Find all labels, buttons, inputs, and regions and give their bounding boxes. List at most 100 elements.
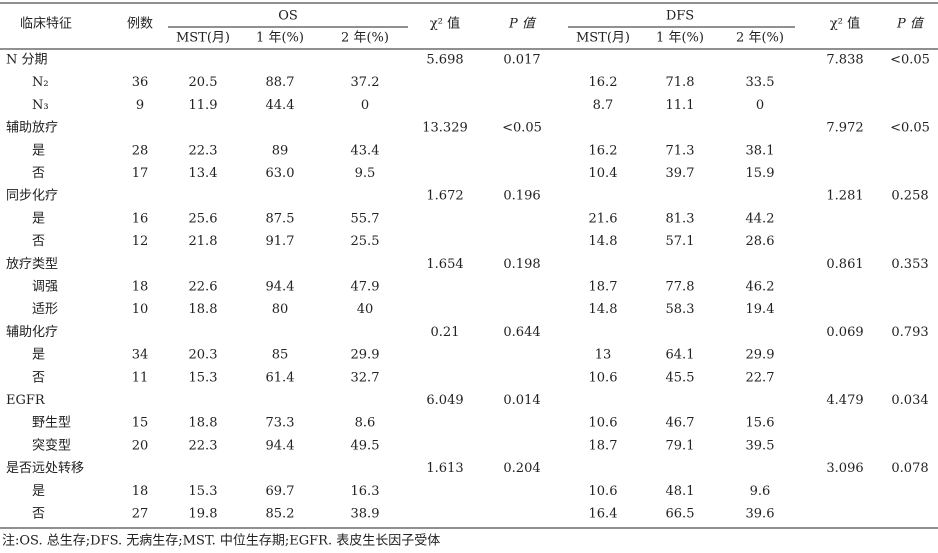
cell: 0.078 (891, 461, 928, 476)
cell: 39.6 (746, 507, 775, 522)
cell: 13.4 (189, 166, 218, 181)
row-label: 是 (32, 348, 45, 363)
cell: 44.4 (266, 98, 295, 113)
row-label: 调强 (32, 280, 58, 295)
cell: <0.05 (890, 121, 930, 136)
cell: 6.049 (426, 393, 463, 408)
cell: <0.05 (890, 53, 930, 68)
cell: 13 (595, 348, 612, 363)
cell: 1.613 (426, 461, 463, 476)
cell: 85.2 (266, 507, 295, 522)
cell: 7.838 (826, 53, 863, 68)
cell: 4.479 (826, 393, 863, 408)
cell: 0 (361, 98, 369, 113)
row-label: 否 (32, 234, 45, 249)
cell: 28 (132, 143, 149, 158)
row-label: 适形 (32, 302, 58, 317)
row-label: 野生型 (32, 416, 71, 431)
cell: 49.5 (351, 438, 380, 453)
cell: 5.698 (426, 53, 463, 68)
cell: 48.1 (666, 484, 695, 499)
cell: 27 (132, 507, 149, 522)
cell: 45.5 (666, 370, 695, 385)
cell: 17 (132, 166, 149, 181)
cell: 18 (132, 484, 149, 499)
cell: 25.5 (351, 234, 380, 249)
cell: 64.1 (666, 348, 695, 363)
cell: 71.3 (666, 143, 695, 158)
header-cell: DFS (666, 9, 694, 24)
cell: 18.8 (189, 416, 218, 431)
cell: 47.9 (351, 280, 380, 295)
cell: 0.258 (891, 189, 928, 204)
cell: 7.972 (826, 121, 863, 136)
cell: 8.7 (593, 98, 614, 113)
cell: 29.9 (746, 348, 775, 363)
cell: 1.281 (826, 189, 863, 204)
group-label: 放疗类型 (6, 257, 58, 272)
cell: 10.6 (589, 416, 618, 431)
cell: 21.6 (589, 211, 618, 226)
group-label: N 分期 (6, 53, 48, 68)
cell: 85 (272, 348, 289, 363)
cell: 28.6 (746, 234, 775, 249)
cell: 73.3 (266, 416, 295, 431)
cell: 91.7 (266, 234, 295, 249)
cell: 22.7 (746, 370, 775, 385)
header-cell: χ² 值 (830, 16, 860, 32)
row-label: 否 (32, 166, 45, 181)
cell: 19.4 (746, 302, 775, 317)
cell: 0.069 (826, 325, 863, 340)
cell: 16.3 (351, 484, 380, 499)
cell: 1.654 (426, 257, 463, 272)
header-cell: 临床特征 (20, 17, 72, 32)
cell: 9.6 (750, 484, 771, 499)
subheader-cell: 2 年(%) (341, 31, 389, 46)
footnote: 注:OS. 总生存;DFS. 无病生存;MST. 中位生存期;EGFR. 表皮生… (2, 534, 440, 549)
row-label: N₂ (32, 75, 49, 90)
cell: 55.7 (351, 211, 380, 226)
cell: 18.7 (589, 438, 618, 453)
header-cell: P 值 (896, 17, 925, 32)
cell: 89 (272, 143, 289, 158)
group-label: 辅助放疗 (6, 121, 58, 136)
header-cell: χ² 值 (430, 16, 460, 32)
subheader-cell: 1 年(%) (656, 31, 704, 46)
cell: 38.9 (351, 507, 380, 522)
cell: 80 (272, 302, 289, 317)
cell: 10.4 (589, 166, 618, 181)
cell: 38.1 (746, 143, 775, 158)
cell: 77.8 (666, 280, 695, 295)
cell: 16 (132, 211, 149, 226)
cell: 14.8 (589, 302, 618, 317)
row-label: 是 (32, 484, 45, 499)
row-label: 否 (32, 370, 45, 385)
cell: 13.329 (422, 121, 468, 136)
subheader-cell: 1 年(%) (256, 31, 304, 46)
cell: 18 (132, 280, 149, 295)
cell: 36 (132, 75, 149, 90)
cell: 39.7 (666, 166, 695, 181)
cell: 16.2 (589, 143, 618, 158)
cell: 94.4 (266, 438, 295, 453)
row-label: 突变型 (32, 437, 71, 453)
cell: 0.198 (503, 257, 540, 272)
cell: 15.3 (189, 370, 218, 385)
cell: 21.8 (189, 234, 218, 249)
group-label: 是否远处转移 (6, 461, 84, 476)
cell: 94.4 (266, 280, 295, 295)
cell: 0.21 (431, 325, 460, 340)
cell: <0.05 (502, 121, 542, 136)
cell: 12 (132, 234, 149, 249)
cell: 0.644 (503, 325, 540, 340)
cell: 18.8 (189, 302, 218, 317)
cell: 15.3 (189, 484, 218, 499)
cell: 71.8 (666, 75, 695, 90)
cell: 0.353 (891, 257, 928, 272)
cell: 29.9 (351, 348, 380, 363)
cell: 87.5 (266, 211, 295, 226)
cell: 37.2 (351, 75, 380, 90)
cell: 81.3 (666, 211, 695, 226)
cell: 69.7 (266, 484, 295, 499)
